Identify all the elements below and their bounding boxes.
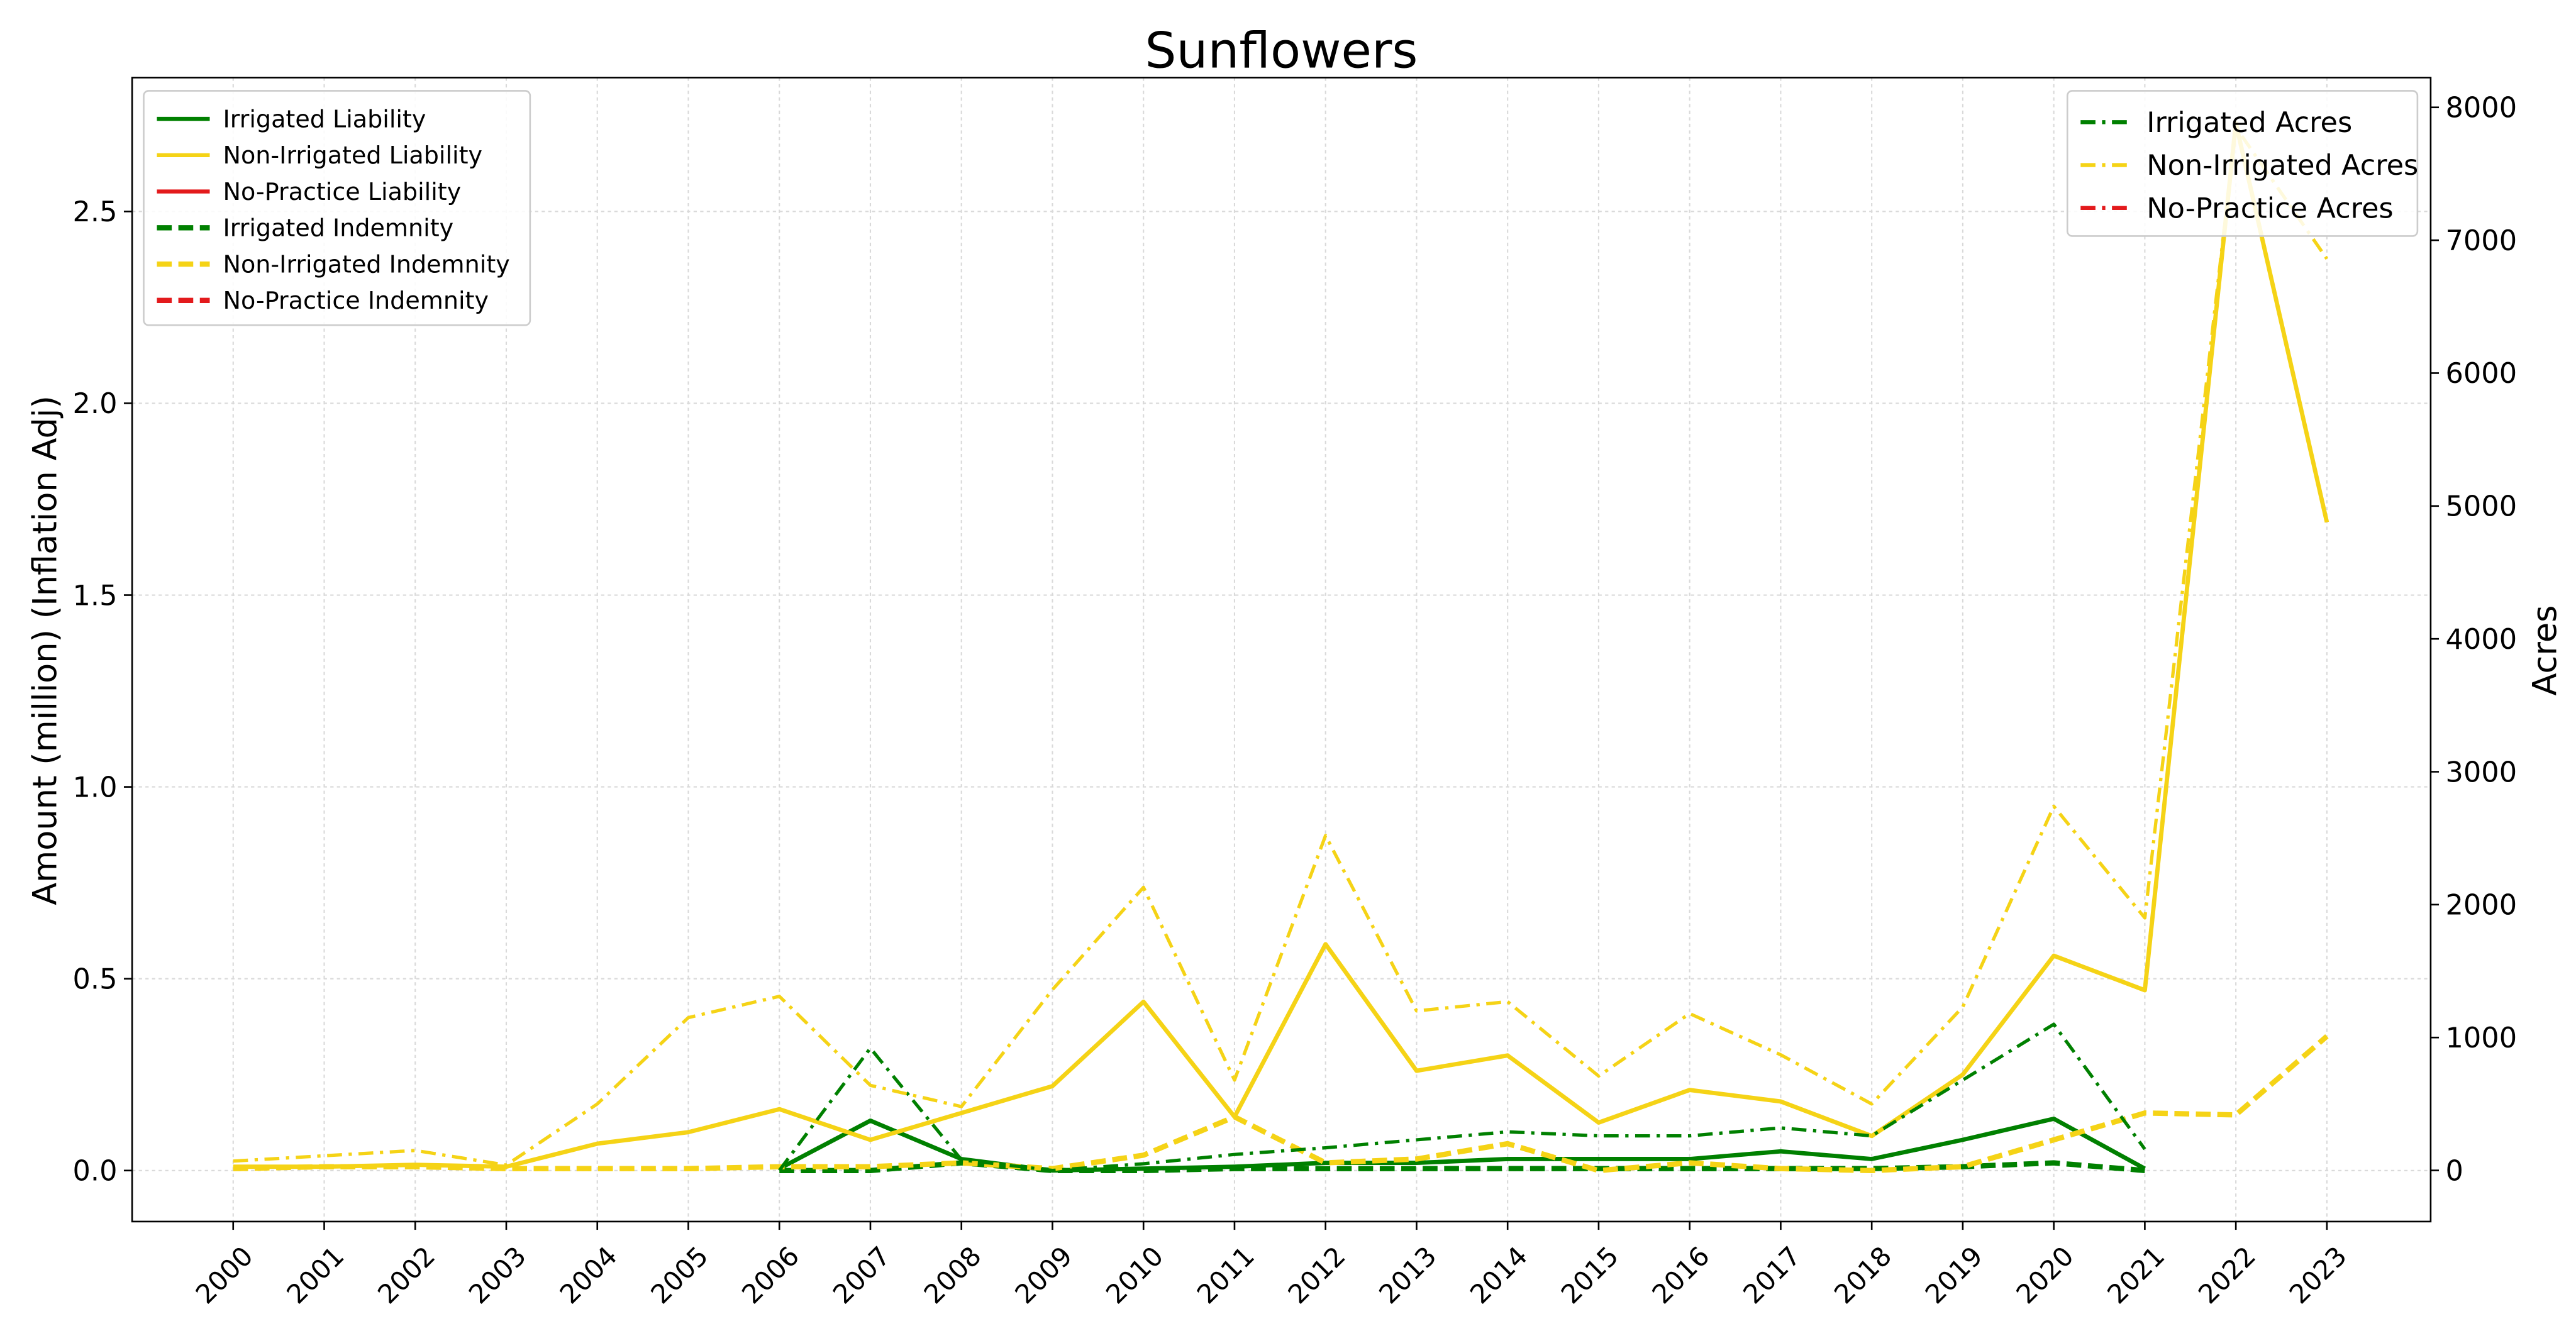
- y2-tick-label: 2000: [2446, 889, 2518, 922]
- legend-label: Irrigated Acres: [2146, 106, 2352, 139]
- series-line: [233, 1034, 2329, 1173]
- legend-box: [143, 90, 531, 326]
- y2-tick-label: 6000: [2446, 357, 2518, 390]
- y-tick-label: 2.0: [72, 387, 117, 420]
- y2-tick-label: 7000: [2446, 224, 2518, 257]
- series-line: [233, 125, 2329, 1167]
- y-tick-label: 0.0: [72, 1155, 117, 1188]
- legend-label: Irrigated Liability: [223, 105, 426, 133]
- y2-tick-label: 8000: [2446, 91, 2518, 124]
- legend: Irrigated Liability Non-Irrigated Liabili…: [143, 90, 531, 326]
- legend-label: No-Practice Acres: [2146, 192, 2393, 224]
- y-tick-label: 1.5: [72, 579, 117, 612]
- legend-label: No-Practice Liability: [223, 178, 462, 206]
- y2-tick-label: 5000: [2446, 490, 2518, 523]
- series-line: [778, 1022, 2146, 1173]
- series-line: [233, 121, 2329, 1169]
- legend-label: No-Practice Indemnity: [223, 287, 489, 314]
- y-tick-label: 1.0: [72, 771, 117, 804]
- legend: Irrigated Acres Non-Irrigated Acres No-Pra…: [2066, 90, 2419, 237]
- y2-tick-label: 0: [2446, 1154, 2463, 1187]
- legend-label: Non-Irrigated Indemnity: [223, 250, 510, 278]
- y-axis-label: Amount (million) (Inflation Adj): [26, 395, 64, 905]
- y-tick-label: 2.5: [72, 196, 117, 228]
- y2-tick-label: 1000: [2446, 1022, 2518, 1054]
- plot-frame: [131, 77, 2432, 1223]
- legend-label: Non-Irrigated Acres: [2146, 149, 2418, 182]
- y2-tick-label: 4000: [2446, 623, 2518, 656]
- chart-title: Sunflowers: [1145, 22, 1418, 80]
- legend-box: [2066, 90, 2419, 237]
- y2-tick-label: 3000: [2446, 756, 2518, 788]
- legend-label: Irrigated Indemnity: [223, 214, 454, 242]
- y-tick-label: 0.5: [72, 963, 117, 995]
- y2-axis-label: Acres: [2526, 605, 2564, 695]
- legend-label: Non-Irrigated Liability: [223, 141, 483, 169]
